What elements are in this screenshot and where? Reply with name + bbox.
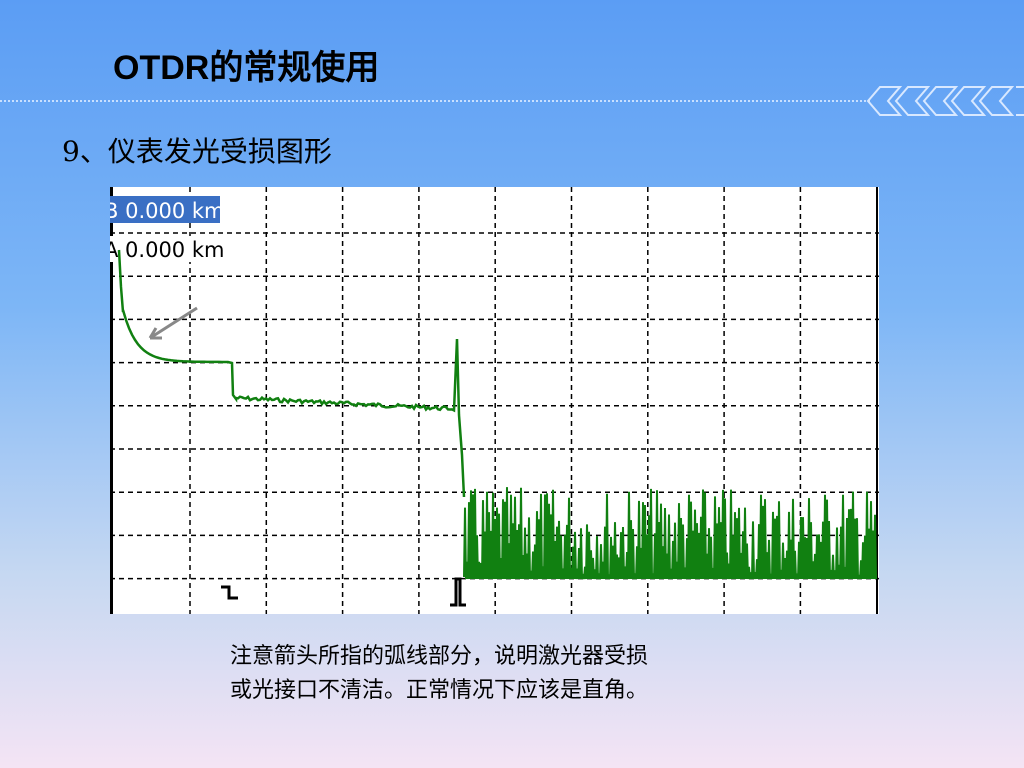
otdr-trace: B 0.000 km A 0.000 km — [110, 187, 879, 614]
caption-line: 注意箭头所指的弧线部分，说明激光器受损 — [230, 644, 649, 669]
slide-title: OTDR的常规使用 — [113, 49, 380, 87]
decoration — [866, 86, 1024, 116]
marker-b: B 0.000 km — [110, 199, 225, 223]
caption-line: 或光接口不清洁。正常情况下应该是直角。 — [230, 678, 649, 703]
caption: 注意箭头所指的弧线部分，说明激光器受损 或光接口不清洁。正常情况下应该是直角。 — [230, 640, 648, 708]
trace-line — [117, 249, 466, 498]
noise — [463, 487, 877, 580]
event-marker — [221, 585, 238, 600]
marker-bg — [110, 236, 220, 262]
event-marker — [450, 577, 466, 607]
divider — [0, 100, 870, 102]
marker-highlight — [110, 196, 220, 223]
marker-a: A 0.000 km — [110, 238, 224, 262]
section-heading: 9、仪表发光受损图形 — [62, 135, 332, 168]
arrow — [148, 306, 198, 340]
